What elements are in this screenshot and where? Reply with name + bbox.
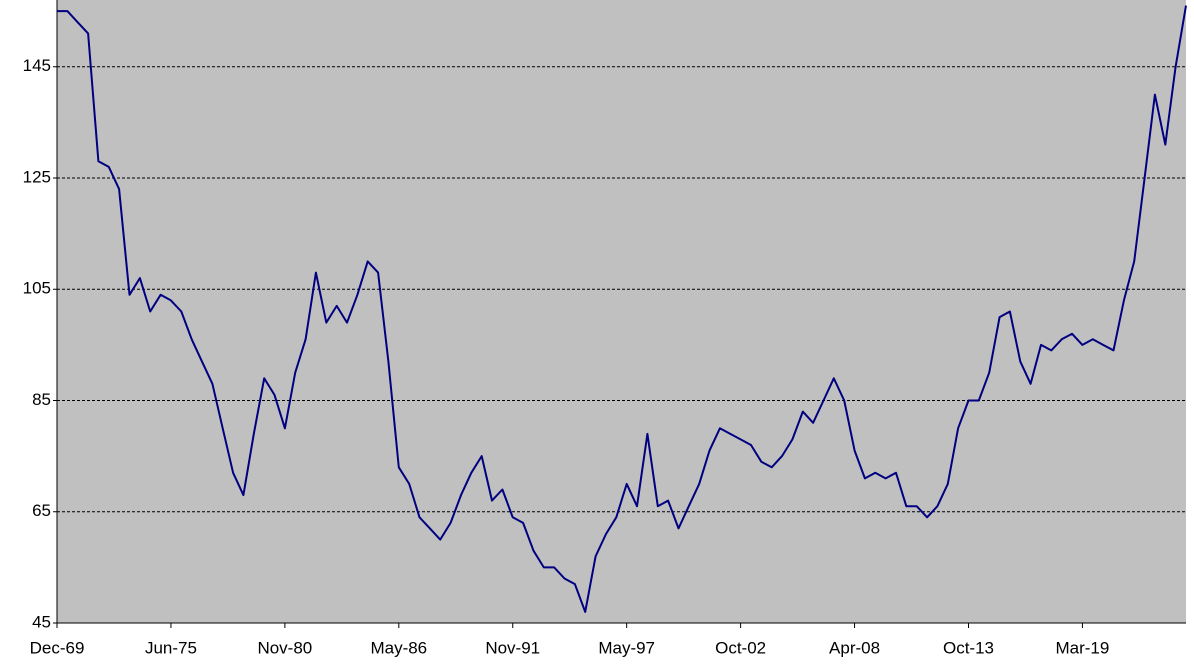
y-tick-label: 85 xyxy=(32,390,51,409)
x-tick-label: May-86 xyxy=(370,638,427,657)
x-tick-label: Mar-19 xyxy=(1055,638,1109,657)
x-tick-label: Jun-75 xyxy=(145,638,197,657)
y-tick-label: 105 xyxy=(23,279,51,298)
y-tick-label: 65 xyxy=(32,501,51,520)
y-tick-label: 125 xyxy=(23,167,51,186)
x-tick-label: Nov-80 xyxy=(257,638,312,657)
y-tick-label: 45 xyxy=(32,612,51,631)
x-tick-label: Apr-08 xyxy=(829,638,880,657)
y-tick-label: 145 xyxy=(23,56,51,75)
plot-area xyxy=(57,0,1186,623)
x-tick-label: May-97 xyxy=(598,638,655,657)
x-tick-label: Dec-69 xyxy=(30,638,85,657)
x-tick-label: Nov-91 xyxy=(485,638,540,657)
x-tick-label: Oct-02 xyxy=(715,638,766,657)
x-tick-label: Oct-13 xyxy=(943,638,994,657)
data-line xyxy=(57,5,1187,613)
